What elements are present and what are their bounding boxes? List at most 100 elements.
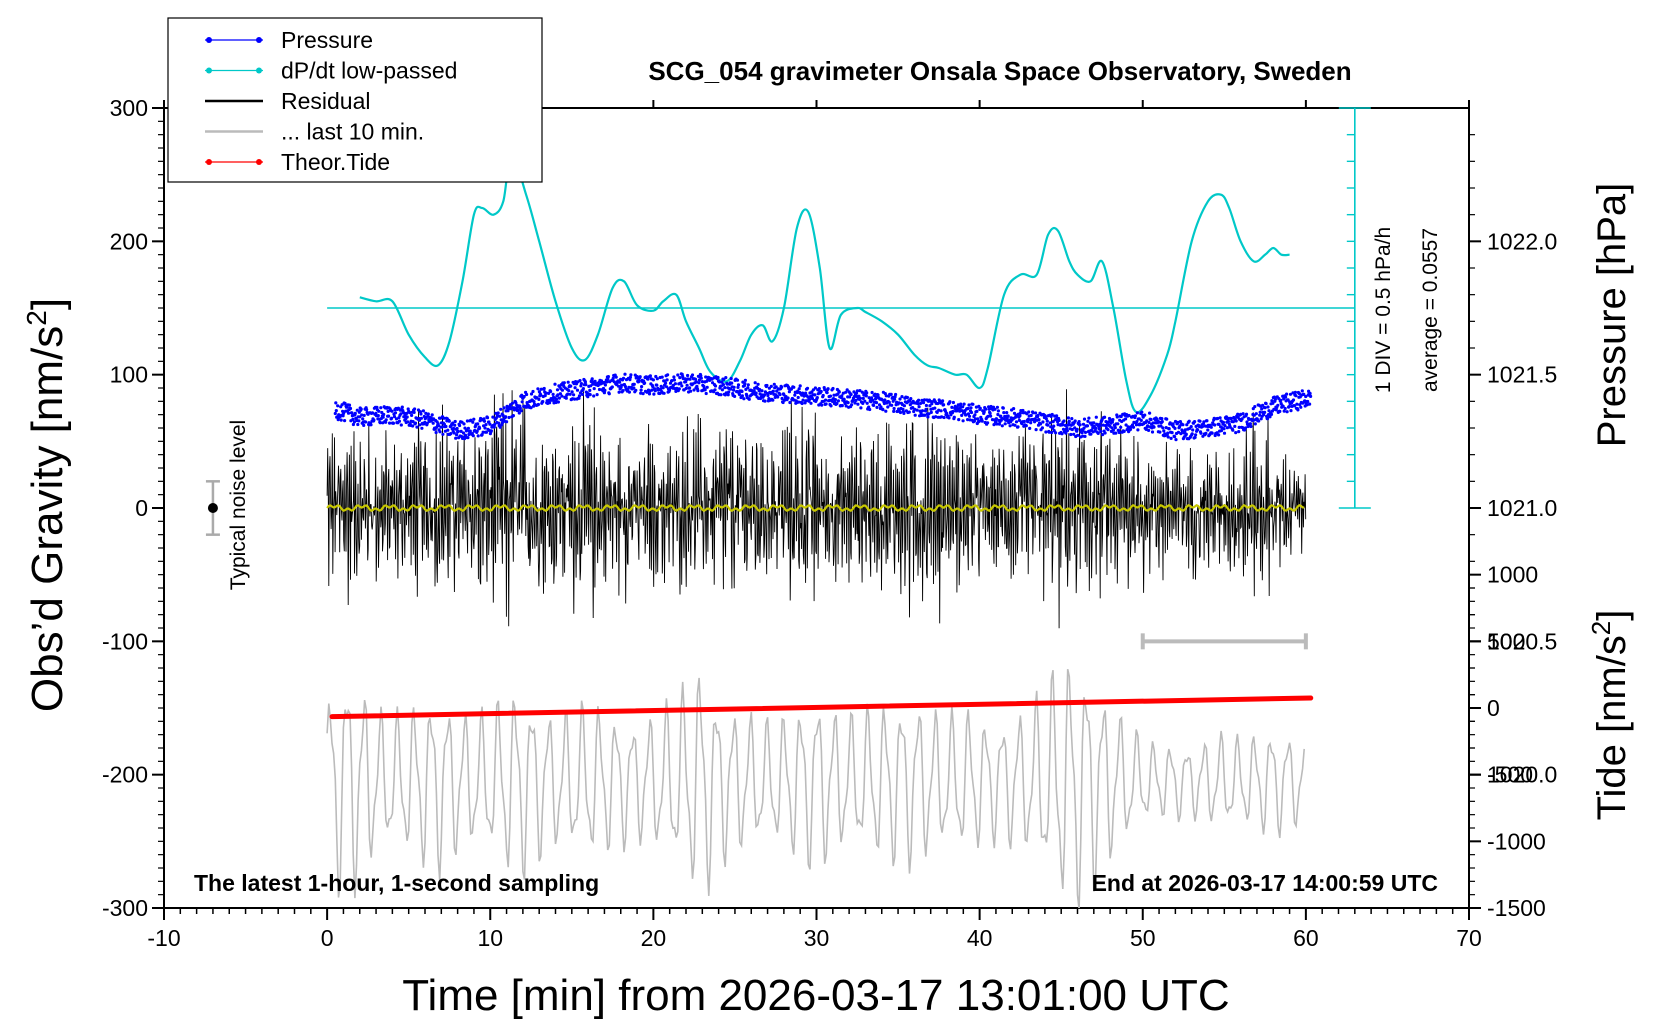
residual-smooth-series <box>326 504 1305 512</box>
pressure-point <box>796 395 800 400</box>
pressure-point <box>1111 418 1115 422</box>
x-axis: -10 0 10 20 30 40 50 60 70 <box>147 100 1482 951</box>
pressure-point <box>443 429 447 433</box>
pressure-point <box>982 410 986 414</box>
x-tick-label: -10 <box>147 925 180 951</box>
pressure-point <box>758 387 762 392</box>
pressure-point <box>1274 408 1278 412</box>
pressure-point <box>1000 424 1004 428</box>
pressure-point <box>627 385 631 389</box>
pressure-point <box>1065 429 1069 433</box>
pressure-point <box>762 393 767 397</box>
pressure-point <box>1094 415 1098 419</box>
pressure-point <box>810 396 815 401</box>
pressure-point <box>411 424 415 428</box>
pressure-point <box>697 381 701 385</box>
pressure-point <box>502 406 506 410</box>
pressure-point <box>621 389 625 393</box>
pressure-point <box>821 393 825 398</box>
pressure-point <box>1073 426 1077 430</box>
pressure-point <box>686 373 690 378</box>
pressure-point <box>1309 394 1313 398</box>
pressure-point <box>560 388 565 392</box>
pressure-point <box>1291 398 1296 402</box>
pressure-point <box>1294 394 1298 398</box>
pressure-point <box>813 386 818 390</box>
pressure-point <box>1140 410 1144 414</box>
pressure-point <box>1115 415 1119 419</box>
pressure-point <box>1222 427 1226 431</box>
pressure-point <box>1135 411 1139 415</box>
pressure-point <box>1193 435 1197 439</box>
annotation-marks <box>205 480 1308 650</box>
pressure-point <box>554 397 559 401</box>
pressure-point <box>580 392 585 396</box>
pressure-point <box>898 410 903 415</box>
pressure-point <box>573 397 577 401</box>
pressure-point <box>966 412 971 416</box>
pressure-point <box>1024 424 1028 428</box>
pressure-point <box>415 425 419 429</box>
pressure-point <box>1110 420 1114 424</box>
pressure-tick-label: 1022.0 <box>1487 228 1557 254</box>
dpdt-div-label: 1 DIV = 0.5 hPa/h <box>1372 227 1395 393</box>
last10-line <box>326 669 1305 908</box>
pressure-point <box>754 391 758 395</box>
pressure-point <box>1221 420 1226 425</box>
pressure-point <box>388 421 392 425</box>
pressure-point <box>399 423 403 427</box>
dpdt-series <box>359 153 1290 414</box>
pressure-point <box>1103 415 1107 419</box>
pressure-point <box>520 400 524 404</box>
pressure-point <box>603 388 607 392</box>
pressure-point <box>792 385 796 389</box>
pressure-point <box>659 387 663 391</box>
pressure-point <box>778 392 782 397</box>
pressure-point <box>1012 407 1016 411</box>
pressure-point <box>855 389 860 393</box>
pressure-point <box>1149 417 1153 422</box>
x-axis-title: Time [min] from 2026-03-17 13:01:00 UTC <box>402 971 1229 1020</box>
pressure-point <box>867 396 871 400</box>
pressure-point <box>1097 427 1101 431</box>
pressure-point <box>529 392 534 396</box>
pressure-point <box>716 375 720 380</box>
pressure-point <box>1308 402 1312 406</box>
pressure-point <box>882 401 887 406</box>
y-tick-label: 200 <box>110 228 148 254</box>
y-axis-title-pressure: Pressure [hPa] <box>1590 183 1634 448</box>
pressure-point <box>658 391 662 396</box>
pressure-point <box>1148 411 1152 415</box>
pressure-point <box>758 392 762 396</box>
pressure-point <box>1034 411 1038 415</box>
pressure-point <box>824 398 828 402</box>
pressure-point <box>577 396 581 400</box>
pressure-point <box>729 387 733 391</box>
tide-series <box>329 695 1314 720</box>
pressure-point <box>1146 424 1150 428</box>
pressure-point <box>380 410 384 415</box>
pressure-point <box>803 394 807 398</box>
pressure-point <box>430 413 434 417</box>
pressure-point <box>1305 403 1309 407</box>
pressure-point <box>996 409 1001 413</box>
pressure-point <box>476 434 480 438</box>
pressure-point <box>961 419 965 423</box>
pressure-point <box>837 390 841 394</box>
pressure-point <box>665 378 669 382</box>
pressure-point <box>1008 424 1012 428</box>
pressure-point <box>842 397 846 402</box>
pressure-point <box>889 392 893 396</box>
pressure-point <box>485 416 490 420</box>
pressure-point <box>334 409 338 413</box>
pressure-point <box>411 420 415 424</box>
pressure-point <box>661 386 665 390</box>
x-tick-label: 10 <box>477 925 503 951</box>
pressure-point <box>966 406 970 411</box>
pressure-point <box>1014 420 1019 424</box>
pressure-point <box>1124 423 1128 427</box>
pressure-point <box>1223 424 1227 428</box>
pressure-point <box>831 386 835 391</box>
pressure-point <box>556 400 561 404</box>
pressure-point <box>1070 417 1074 421</box>
